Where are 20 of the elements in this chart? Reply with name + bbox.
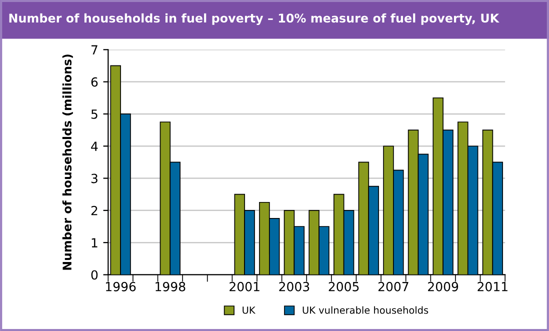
x-tick-label: 2003: [279, 282, 310, 292]
x-tick-label: 2005: [328, 282, 359, 292]
y-axis-title: Number of households (millions): [62, 54, 73, 270]
x-tick-label: 2001: [230, 282, 260, 292]
chart-title: Number of households in fuel poverty – 10% measure of fuel poverty, UK: [9, 13, 500, 26]
x-tick-label: 2009: [428, 282, 458, 292]
y-tick-label: 0: [91, 270, 98, 280]
x-tick-label: 2011: [478, 282, 508, 292]
y-tick-label: 4: [91, 142, 98, 151]
legend-label: UK: [242, 306, 256, 314]
y-tick-label: 3: [91, 174, 98, 184]
y-tick-label: 6: [91, 77, 98, 87]
legend-label: UK vulnerable households: [302, 306, 428, 314]
x-tick-label: 1996: [106, 282, 136, 292]
y-tick-label: 7: [92, 45, 98, 54]
x-tick-label: 1998: [156, 282, 186, 292]
y-tick-label: 2: [91, 206, 98, 216]
x-tick-label: 2007: [378, 282, 408, 292]
y-tick-label: 1: [92, 238, 98, 248]
y-tick-label: 5: [91, 110, 98, 119]
